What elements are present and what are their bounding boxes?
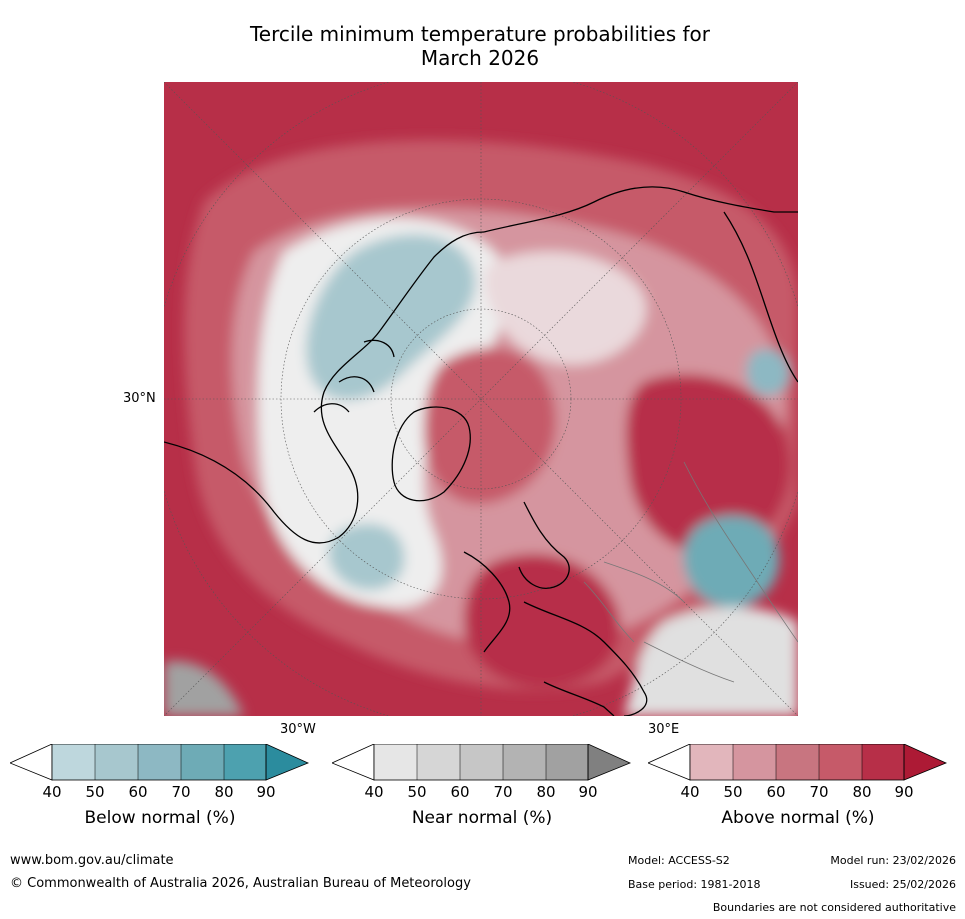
colorbar-above-tick: 90 (894, 783, 914, 801)
near-normal-siberia (484, 251, 647, 365)
colorbar-above-tick: 50 (723, 783, 743, 801)
colorbar-near-tick: 80 (536, 783, 556, 801)
graticule (164, 82, 798, 716)
below-normal-pacific (328, 523, 405, 591)
border-europe-2 (603, 561, 685, 603)
copyright-notice: © Commonwealth of Australia 2026, Austra… (10, 876, 471, 891)
colorbar-near-tick: 70 (493, 783, 513, 801)
colorbar-below-normal (10, 744, 310, 781)
near-normal-bottom-left (164, 661, 244, 716)
colorbar-near-dividers (416, 744, 547, 780)
colorbar-below-end-cap (265, 744, 310, 781)
colorbar-above-bin-70 (819, 744, 862, 780)
border-asia-2 (643, 641, 735, 683)
colorbar-above-normal (648, 744, 948, 781)
greenland-coast (391, 406, 471, 502)
colorbar-above-outline (689, 744, 905, 781)
colorbar-above-label: Above normal (%) (721, 808, 875, 828)
colorbar-above-tick: 60 (766, 783, 786, 801)
colorbar-above-bin-50 (733, 744, 776, 780)
colorbar-below-start-cap (10, 744, 53, 781)
colorbar-near-tick: 40 (364, 783, 384, 801)
colorbar-near-start-cap (332, 744, 375, 781)
colorbar-near-bin-70 (503, 744, 546, 780)
colorbar-below-label: Below normal (%) (84, 808, 236, 828)
colorbar-near-end-cap (587, 744, 632, 781)
colorbar-near-tick: 90 (578, 783, 598, 801)
europe-coast (463, 551, 648, 716)
colorbar-below-tick: 50 (85, 783, 105, 801)
model-run-date: Model run: 23/02/2026 (830, 854, 956, 867)
colorbar-near-label: Near normal (%) (411, 808, 553, 828)
base-period: Base period: 1981-2018 (628, 878, 761, 891)
colorbar-near-outline (373, 744, 589, 781)
scandinavia-coast (518, 501, 570, 589)
colorbar-below-bin-60 (138, 744, 181, 780)
colorbar-above-bin-40 (690, 744, 733, 780)
border-asia-1 (683, 461, 798, 643)
probability-field (164, 139, 798, 716)
colorbar-below-tick: 40 (42, 783, 62, 801)
below-normal-central-asia (683, 515, 780, 608)
colorbar-below-bin-80 (224, 744, 266, 780)
colorbar-below-tick: 60 (128, 783, 148, 801)
colorbar-near-bin-80 (546, 744, 588, 780)
colorbar-above-bin-60 (776, 744, 819, 780)
forecast-map (164, 82, 798, 716)
colorbar-above-start-cap (648, 744, 691, 781)
longitude-label-30w: 30°W (280, 722, 316, 737)
bom-url-link[interactable]: www.bom.gov.au/climate (10, 853, 174, 868)
siberia-coast (483, 186, 798, 233)
colorbar-near-bin-60 (460, 744, 503, 780)
latitude-label-30n: 30°N (123, 391, 156, 406)
below-normal-canada (306, 234, 476, 401)
colorbar-above-tick: 70 (809, 783, 829, 801)
colorbar-above-end-cap (903, 744, 948, 781)
map-title-line-2: March 2026 (420, 46, 540, 70)
colorbar-below-dividers (94, 744, 225, 780)
near-normal-southeast (624, 607, 798, 716)
colorbar-above-dividers (732, 744, 863, 780)
colorbar-below-tick: 80 (214, 783, 234, 801)
colorbar-below-tick: 70 (171, 783, 191, 801)
country-borders (583, 461, 798, 683)
colorbar-above-tick: 40 (680, 783, 700, 801)
north-america-coast (164, 231, 485, 544)
colorbar-near-tick: 60 (450, 783, 470, 801)
below-normal-east-asia (746, 348, 791, 396)
longitude-label-30e: 30°E (648, 722, 680, 737)
colorbar-above-bin-80 (862, 744, 904, 780)
asia-east-coast (723, 211, 798, 383)
colorbar-below-bin-70 (181, 744, 224, 780)
canadian-archipelago (313, 339, 395, 413)
issued-date: Issued: 25/02/2026 (849, 878, 956, 891)
above-normal-asia (626, 374, 791, 554)
arctic-red-core (424, 347, 556, 504)
colorbar-above-tick: 80 (852, 783, 872, 801)
africa-coast (543, 681, 615, 716)
meridian-diagonal-2 (164, 82, 798, 716)
model-name: Model: ACCESS-S2 (628, 854, 730, 867)
colorbar-near-bin-40 (374, 744, 417, 780)
boundaries-disclaimer: Boundaries are not considered authoritat… (712, 901, 956, 914)
colorbar-near-bin-50 (417, 744, 460, 780)
colorbar-near-normal (332, 744, 632, 781)
colorbar-below-bin-40 (52, 744, 95, 780)
colorbar-below-bin-50 (95, 744, 138, 780)
border-europe-1 (583, 581, 635, 643)
map-title-line-1: Tercile minimum temperature probabilitie… (249, 22, 711, 46)
colorbar-near-tick: 50 (407, 783, 427, 801)
coastlines (164, 186, 798, 716)
colorbar-below-tick: 90 (256, 783, 276, 801)
colorbar-below-outline (51, 744, 267, 781)
